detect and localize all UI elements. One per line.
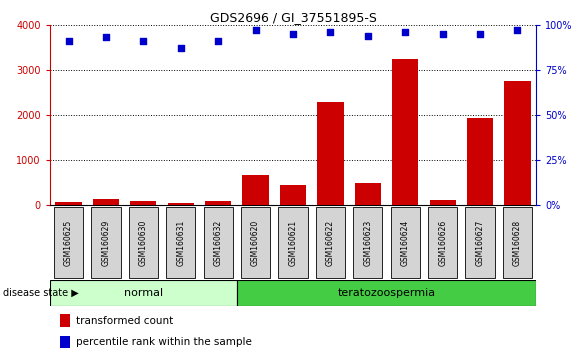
Text: GSM160627: GSM160627 (476, 219, 485, 266)
Point (64, 38, 73, 44)
Bar (168, 203, 194, 205)
FancyBboxPatch shape (129, 207, 158, 278)
Point (438, 31, 447, 37)
Point (213, 38, 223, 44)
Text: GSM160629: GSM160629 (101, 219, 110, 266)
Bar (60, 336, 70, 348)
Title: GDS2696 / GI_37551895-S: GDS2696 / GI_37551895-S (210, 11, 376, 24)
Bar (392, 59, 418, 205)
FancyBboxPatch shape (278, 207, 308, 278)
FancyBboxPatch shape (91, 207, 121, 278)
Text: GSM160631: GSM160631 (176, 219, 185, 266)
Bar (93, 199, 119, 205)
Text: GSM160621: GSM160621 (288, 219, 298, 266)
Text: GSM160624: GSM160624 (401, 219, 410, 266)
FancyBboxPatch shape (54, 207, 83, 278)
Text: disease state ▶: disease state ▶ (3, 288, 79, 298)
Point (251, 27, 260, 33)
FancyBboxPatch shape (50, 280, 237, 306)
FancyBboxPatch shape (316, 207, 345, 278)
Bar (243, 175, 269, 205)
Point (176, 45, 185, 51)
Point (363, 33, 373, 39)
Text: GSM160628: GSM160628 (513, 219, 522, 266)
Text: GSM160630: GSM160630 (139, 219, 148, 266)
Point (288, 31, 298, 37)
Bar (430, 200, 456, 205)
FancyBboxPatch shape (391, 207, 420, 278)
Point (401, 29, 410, 35)
FancyBboxPatch shape (203, 207, 233, 278)
Point (513, 27, 522, 33)
FancyBboxPatch shape (353, 207, 383, 278)
Text: percentile rank within the sample: percentile rank within the sample (76, 337, 251, 347)
Text: teratozoospermia: teratozoospermia (338, 288, 435, 298)
Text: GSM160622: GSM160622 (326, 219, 335, 266)
Point (101, 35, 111, 40)
Text: normal: normal (124, 288, 163, 298)
Text: GSM160626: GSM160626 (438, 219, 447, 266)
Bar (130, 201, 156, 205)
Point (139, 38, 148, 44)
Point (475, 31, 485, 37)
Text: GSM160620: GSM160620 (251, 219, 260, 266)
Bar (56, 202, 81, 205)
Bar (318, 102, 343, 205)
FancyBboxPatch shape (465, 207, 495, 278)
Bar (505, 81, 530, 205)
Bar (205, 201, 231, 205)
Text: GSM160625: GSM160625 (64, 219, 73, 266)
Bar (355, 183, 381, 205)
Bar (280, 184, 306, 205)
Text: GSM160623: GSM160623 (363, 219, 372, 266)
FancyBboxPatch shape (241, 207, 270, 278)
Bar (60, 314, 70, 327)
FancyBboxPatch shape (237, 280, 536, 306)
Text: transformed count: transformed count (76, 316, 173, 326)
Bar (467, 118, 493, 205)
Point (326, 29, 335, 35)
FancyBboxPatch shape (503, 207, 532, 278)
FancyBboxPatch shape (428, 207, 457, 278)
FancyBboxPatch shape (166, 207, 195, 278)
Text: GSM160632: GSM160632 (214, 219, 223, 266)
